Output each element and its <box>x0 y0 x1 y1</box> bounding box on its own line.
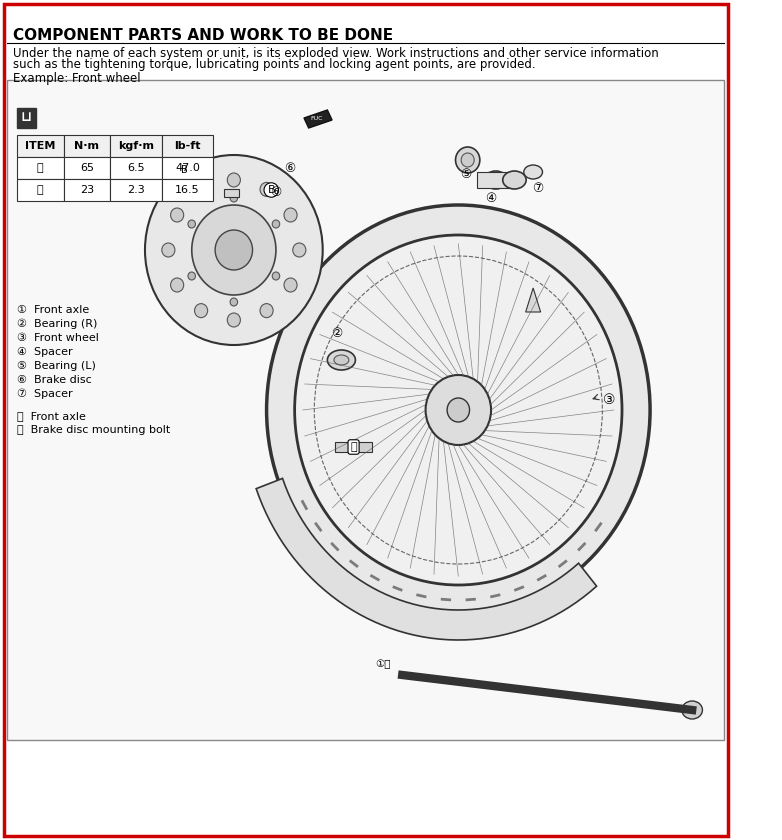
Text: N·m: N·m <box>74 141 99 151</box>
Text: Ⓑ  Brake disc mounting bolt: Ⓑ Brake disc mounting bolt <box>17 425 170 435</box>
Ellipse shape <box>334 355 349 365</box>
Ellipse shape <box>682 701 702 719</box>
Circle shape <box>295 235 622 585</box>
Circle shape <box>195 182 208 197</box>
Text: Ⓐ: Ⓐ <box>37 163 44 173</box>
Circle shape <box>188 272 196 280</box>
Ellipse shape <box>484 171 508 189</box>
Bar <box>162 157 213 179</box>
Circle shape <box>272 220 280 228</box>
Bar <box>17 157 63 179</box>
Circle shape <box>260 182 273 197</box>
Text: 47.0: 47.0 <box>175 163 200 173</box>
Bar <box>162 135 213 157</box>
Ellipse shape <box>524 165 543 179</box>
Bar <box>335 442 372 452</box>
Text: Ⓐ  Front axle: Ⓐ Front axle <box>17 411 86 421</box>
Bar <box>17 135 63 157</box>
Text: ⑤: ⑤ <box>460 168 472 181</box>
Text: Under the name of each system or unit, is its exploded view. Work instructions a: Under the name of each system or unit, i… <box>13 47 659 60</box>
Text: 2.3: 2.3 <box>127 185 145 195</box>
Bar <box>63 157 110 179</box>
Bar <box>8 80 724 740</box>
Text: ⑤  Bearing (L): ⑤ Bearing (L) <box>17 361 95 371</box>
Text: lb-ft: lb-ft <box>174 141 201 151</box>
Text: ①Ⓐ: ①Ⓐ <box>375 659 391 669</box>
Bar <box>162 179 213 201</box>
Circle shape <box>260 303 273 318</box>
Circle shape <box>188 220 196 228</box>
Text: ⊔: ⊔ <box>20 110 32 124</box>
Text: 65: 65 <box>80 163 94 173</box>
Ellipse shape <box>328 350 356 370</box>
Circle shape <box>215 230 253 270</box>
Circle shape <box>192 205 276 295</box>
Polygon shape <box>256 479 597 640</box>
Circle shape <box>230 298 238 306</box>
Text: 23: 23 <box>80 185 94 195</box>
Text: ①  Front axle: ① Front axle <box>17 305 89 315</box>
Text: ⑦  Spacer: ⑦ Spacer <box>17 389 73 400</box>
Text: ②: ② <box>331 327 343 340</box>
Text: ⑦: ⑦ <box>533 182 543 195</box>
Bar <box>190 181 213 189</box>
Bar <box>110 157 162 179</box>
Text: Example: Front wheel: Example: Front wheel <box>13 72 141 85</box>
Circle shape <box>272 272 280 280</box>
Circle shape <box>230 194 238 202</box>
Text: ⑥  Brake disc: ⑥ Brake disc <box>17 375 91 385</box>
Circle shape <box>267 205 650 615</box>
Text: ④: ④ <box>486 192 497 205</box>
Circle shape <box>228 313 240 327</box>
Text: ITEM: ITEM <box>25 141 56 151</box>
Text: ⑥: ⑥ <box>285 162 296 175</box>
Text: ③: ③ <box>603 393 615 407</box>
Circle shape <box>284 208 297 222</box>
Bar <box>110 135 162 157</box>
Bar <box>63 135 110 157</box>
Text: 16.5: 16.5 <box>175 185 200 195</box>
Circle shape <box>228 173 240 187</box>
Circle shape <box>447 398 469 422</box>
Bar <box>110 179 162 201</box>
Text: ②  Bearing (R): ② Bearing (R) <box>17 319 97 329</box>
Text: kgf·m: kgf·m <box>118 141 154 151</box>
Ellipse shape <box>503 171 526 189</box>
Bar <box>224 189 239 197</box>
Circle shape <box>195 303 208 318</box>
Circle shape <box>162 243 175 257</box>
Text: ⑥: ⑥ <box>271 186 282 198</box>
Text: B: B <box>267 185 275 195</box>
Text: COMPONENT PARTS AND WORK TO BE DONE: COMPONENT PARTS AND WORK TO BE DONE <box>13 28 393 43</box>
Circle shape <box>145 155 323 345</box>
Bar <box>63 179 110 201</box>
Circle shape <box>292 243 306 257</box>
Text: B: B <box>181 165 188 175</box>
Polygon shape <box>526 288 540 312</box>
Polygon shape <box>304 110 332 128</box>
Bar <box>17 108 35 128</box>
Text: 6.5: 6.5 <box>127 163 145 173</box>
Circle shape <box>456 147 480 173</box>
Circle shape <box>170 208 184 222</box>
Text: ③  Front wheel: ③ Front wheel <box>17 333 99 343</box>
Text: ④  Spacer: ④ Spacer <box>17 347 73 357</box>
Circle shape <box>170 278 184 292</box>
Text: Ⓐ: Ⓐ <box>350 442 357 452</box>
Text: such as the tightening torque, lubricating points and locking agent points, are : such as the tightening torque, lubricati… <box>13 58 536 71</box>
Bar <box>17 179 63 201</box>
Text: FUC: FUC <box>310 115 322 120</box>
Text: Ⓑ: Ⓑ <box>37 185 44 195</box>
Circle shape <box>425 375 491 445</box>
Bar <box>477 172 515 188</box>
Circle shape <box>461 153 474 167</box>
Circle shape <box>284 278 297 292</box>
